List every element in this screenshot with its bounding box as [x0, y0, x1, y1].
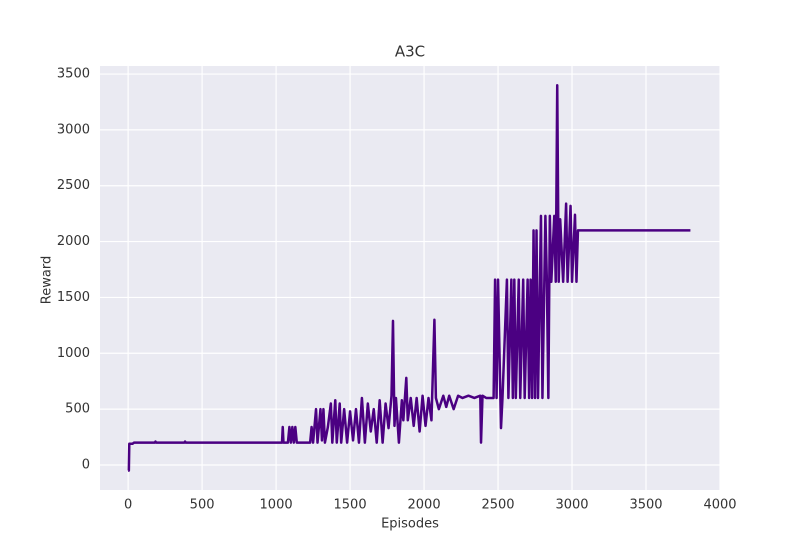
x-tick-label: 3000: [555, 498, 588, 513]
y-tick-label: 1000: [57, 346, 90, 361]
y-tick-label: 2000: [57, 234, 90, 249]
x-tick-label: 2000: [408, 498, 441, 513]
data-line: [127, 83, 691, 472]
x-tick-label: 2500: [481, 498, 514, 513]
y-tick-label: 3500: [57, 67, 90, 82]
x-tick-label: 4000: [703, 498, 736, 513]
marks: [127, 83, 691, 472]
y-tick-label: 3000: [57, 122, 90, 137]
plot-area: [100, 66, 720, 490]
y-tick-label: 0: [82, 457, 90, 472]
x-tick-label: 3500: [629, 498, 662, 513]
y-tick-label: 2500: [57, 178, 90, 193]
x-tick-label: 0: [124, 498, 132, 513]
chart-title: A3C: [395, 43, 425, 61]
y-tick-label: 500: [65, 402, 90, 417]
x-tick-label: 1500: [334, 498, 367, 513]
x-axis-label: Episodes: [381, 517, 439, 532]
y-tick-label: 1500: [57, 290, 90, 305]
x-tick-label: 500: [190, 498, 215, 513]
x-tick-label: 1000: [260, 498, 293, 513]
y-axis-label: Reward: [40, 256, 55, 304]
